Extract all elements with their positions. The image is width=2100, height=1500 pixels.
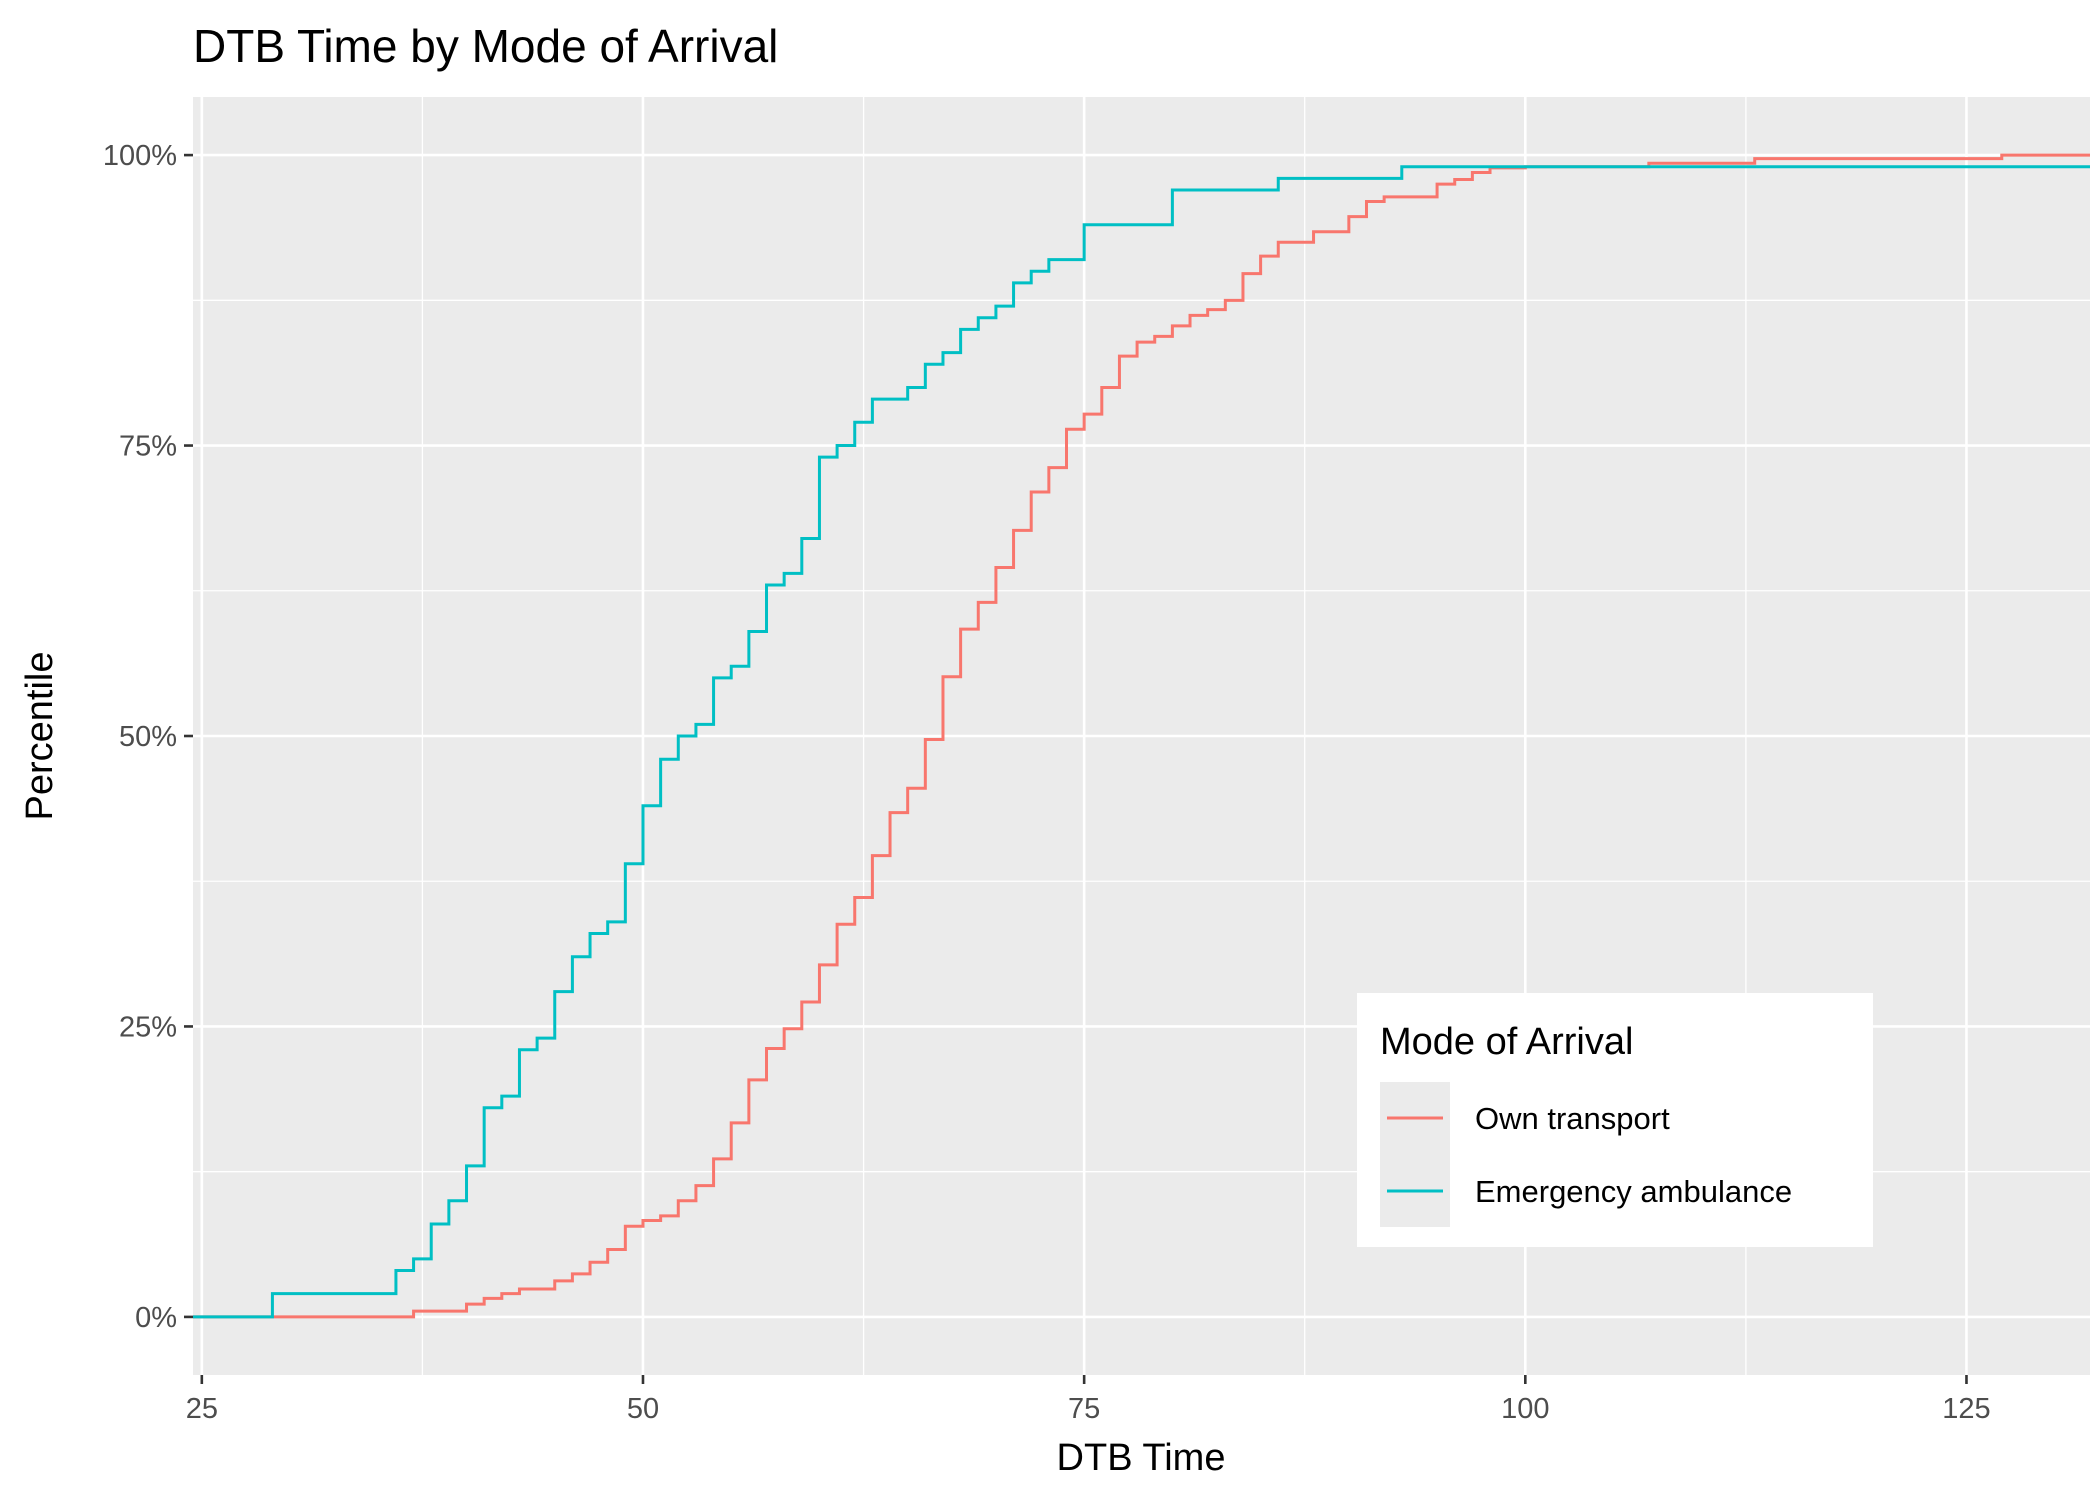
series-layer (193, 153, 2090, 1319)
y-tick-label: 25% (119, 1011, 177, 1043)
legend-label: Own transport (1475, 1101, 1670, 1136)
y-tick-label: 100% (103, 140, 177, 172)
series-line-1 (193, 153, 2090, 1319)
y-axis: 0% 25% 50% 75% 100% (103, 140, 193, 1334)
series-line-2 (193, 165, 2090, 1319)
legend-label: Emergency ambulance (1475, 1174, 1792, 1209)
chart-title: DTB Time by Mode of Arrival (193, 20, 778, 72)
legend-title: Mode of Arrival (1380, 1021, 1633, 1063)
y-tick-label: 50% (119, 721, 177, 753)
y-axis-title: Percentile (19, 652, 61, 821)
y-tick-label: 75% (119, 431, 177, 463)
x-axis: 25 50 75 100 125 (186, 1375, 1991, 1425)
legend-key-background (1380, 1082, 1450, 1227)
y-tick-label: 0% (135, 1302, 177, 1334)
x-tick-label: 25 (186, 1393, 218, 1425)
x-tick-label: 75 (1068, 1393, 1100, 1425)
legend-keys: Own transport Emergency ambulance (1380, 1082, 1792, 1227)
x-axis-title: DTB Time (1057, 1437, 1226, 1479)
x-tick-label: 50 (627, 1393, 659, 1425)
x-tick-label: 125 (1942, 1393, 1990, 1425)
major-gridlines (193, 97, 2090, 1375)
legend: Mode of Arrival Own transport Emergency a… (1357, 993, 1873, 1247)
x-tick-label: 100 (1501, 1393, 1549, 1425)
